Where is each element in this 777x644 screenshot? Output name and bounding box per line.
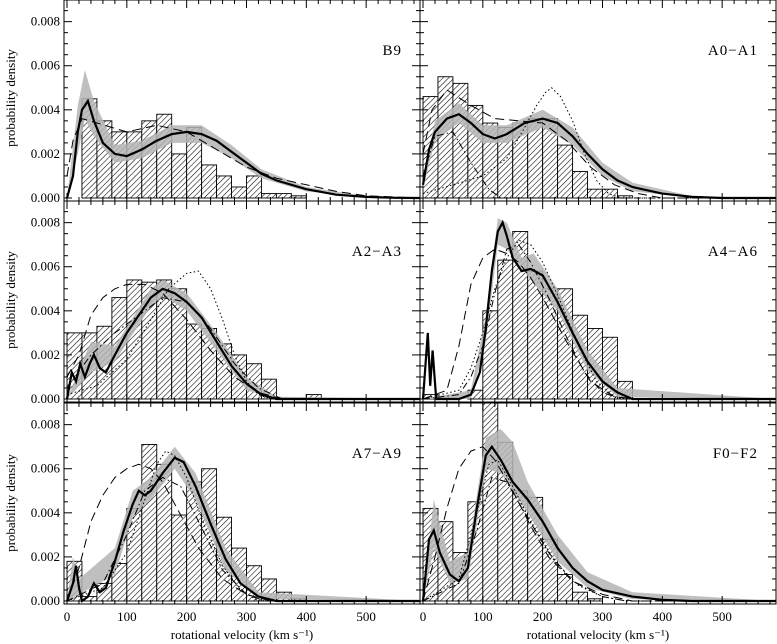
histogram-bar bbox=[231, 186, 247, 199]
panel-frame bbox=[419, 200, 777, 403]
histogram-bar bbox=[171, 514, 188, 602]
dotted-curve bbox=[66, 450, 420, 602]
panel-5: A7−A9 bbox=[63, 402, 421, 605]
solid-curve bbox=[65, 98, 420, 200]
x-tick-label: 400 bbox=[653, 609, 673, 624]
histogram-bar bbox=[572, 591, 588, 602]
panel-4: A4−A6 bbox=[419, 200, 777, 403]
y-tick-label: 0.002 bbox=[31, 549, 60, 564]
x-axis-labels: rotational velocity (km s⁻¹) rotational … bbox=[171, 627, 670, 642]
y-axis-label-row-1: probability density bbox=[3, 49, 18, 147]
solid-curve bbox=[65, 287, 420, 401]
histogram-bar bbox=[111, 131, 128, 199]
panel-grid: B9 0.000 0.002 0.004 0.006 0.008 A0−A1 A2−A3 0.0… bbox=[31, 0, 777, 624]
histogram-bar bbox=[186, 323, 203, 400]
x-axis-label-right: rotational velocity (km s⁻¹) bbox=[527, 627, 670, 642]
panel-6: F0−F2 bbox=[419, 402, 777, 605]
dotted-curve bbox=[422, 239, 776, 400]
panel-plot-area bbox=[65, 270, 420, 401]
x-tick-label: 100 bbox=[117, 609, 137, 624]
panel-title: F0−F2 bbox=[713, 446, 758, 462]
histogram-bar bbox=[437, 76, 454, 199]
histogram-bar bbox=[141, 120, 158, 199]
x-tick-label: 300 bbox=[237, 609, 257, 624]
x-axis-label-left: rotational velocity (km s⁻¹) bbox=[171, 627, 314, 642]
dashed-curve bbox=[422, 446, 776, 602]
y-axis-labels: probability density probability density … bbox=[3, 49, 18, 552]
x-tick-label: 100 bbox=[473, 609, 493, 624]
histogram-bar bbox=[201, 164, 218, 199]
histogram-bar bbox=[246, 175, 262, 199]
panel-title: A0−A1 bbox=[708, 43, 758, 59]
panel-plot-area bbox=[421, 218, 776, 401]
y-tick-label: 0.000 bbox=[31, 593, 60, 608]
dotted-curve bbox=[422, 459, 776, 602]
x-tick-label: 400 bbox=[297, 609, 317, 624]
histogram-bar bbox=[602, 188, 618, 199]
panel-plot-area bbox=[421, 76, 776, 200]
y-tick-label: 0.008 bbox=[31, 417, 60, 432]
solid-curve bbox=[421, 444, 776, 603]
histogram-bar bbox=[572, 171, 588, 199]
y-tick-label: 0.008 bbox=[31, 14, 60, 29]
solid-curve bbox=[421, 112, 776, 200]
panel-1: B9 bbox=[63, 0, 421, 202]
y-tick-label: 0.002 bbox=[31, 347, 60, 362]
panel-title: A2−A3 bbox=[352, 244, 402, 260]
y-tick-label: 0.006 bbox=[31, 461, 61, 476]
panel-frame bbox=[419, 402, 777, 605]
histogram-bar bbox=[260, 193, 277, 199]
x-tick-label: 500 bbox=[712, 609, 732, 624]
dashdot-curve bbox=[66, 297, 420, 400]
x-tick-label: 300 bbox=[593, 609, 613, 624]
x-tick-label: 0 bbox=[64, 609, 71, 624]
solid-curve bbox=[65, 456, 420, 603]
histogram-bar bbox=[557, 574, 574, 602]
y-tick-label: 0.004 bbox=[31, 505, 61, 520]
panel-plot-area bbox=[65, 444, 420, 603]
dotted-curve bbox=[66, 270, 420, 400]
confidence-band bbox=[423, 103, 776, 198]
y-tick-label: 0.006 bbox=[31, 259, 61, 274]
panel-title: A7−A9 bbox=[352, 446, 402, 462]
panel-3: A2−A3 bbox=[63, 200, 421, 403]
histogram-bar bbox=[587, 598, 603, 602]
confidence-band bbox=[67, 280, 420, 399]
y-axis-label-row-2: probability density bbox=[3, 251, 18, 349]
panel-title: A4−A6 bbox=[708, 244, 758, 260]
y-tick-label: 0.000 bbox=[31, 190, 60, 205]
y-tick-label: 0.008 bbox=[31, 215, 60, 230]
histogram-bar bbox=[557, 144, 574, 199]
y-tick-label: 0.000 bbox=[31, 391, 60, 406]
histogram-bar bbox=[587, 188, 603, 199]
solid-curve bbox=[421, 219, 776, 401]
y-tick-label: 0.004 bbox=[31, 303, 61, 318]
dashdot-curve bbox=[422, 244, 776, 400]
y-tick-label: 0.006 bbox=[31, 58, 61, 73]
dashed-curve bbox=[422, 89, 776, 199]
dashed-curve bbox=[66, 463, 420, 602]
histogram-bar bbox=[275, 193, 292, 199]
x-tick-label: 200 bbox=[177, 609, 197, 624]
dashed-curve bbox=[422, 248, 776, 400]
y-axis-label-row-3: probability density bbox=[3, 454, 18, 552]
y-tick-label: 0.002 bbox=[31, 146, 60, 161]
y-tick-label: 0.004 bbox=[31, 102, 61, 117]
dotted-curve bbox=[422, 87, 776, 199]
panel-plot-area bbox=[65, 70, 420, 200]
histogram-bar bbox=[216, 175, 232, 199]
panel-2: A0−A1 bbox=[419, 0, 777, 202]
x-tick-label: 200 bbox=[533, 609, 553, 624]
dashed-curve bbox=[66, 117, 420, 199]
panel-plot-area bbox=[421, 403, 776, 603]
panel-title: B9 bbox=[382, 43, 402, 59]
histogram-bar bbox=[290, 195, 307, 199]
x-tick-label: 500 bbox=[356, 609, 376, 624]
histogram-bar bbox=[171, 153, 188, 199]
confidence-band bbox=[423, 429, 776, 601]
histogram-bar bbox=[497, 259, 514, 400]
x-tick-label: 0 bbox=[420, 609, 427, 624]
